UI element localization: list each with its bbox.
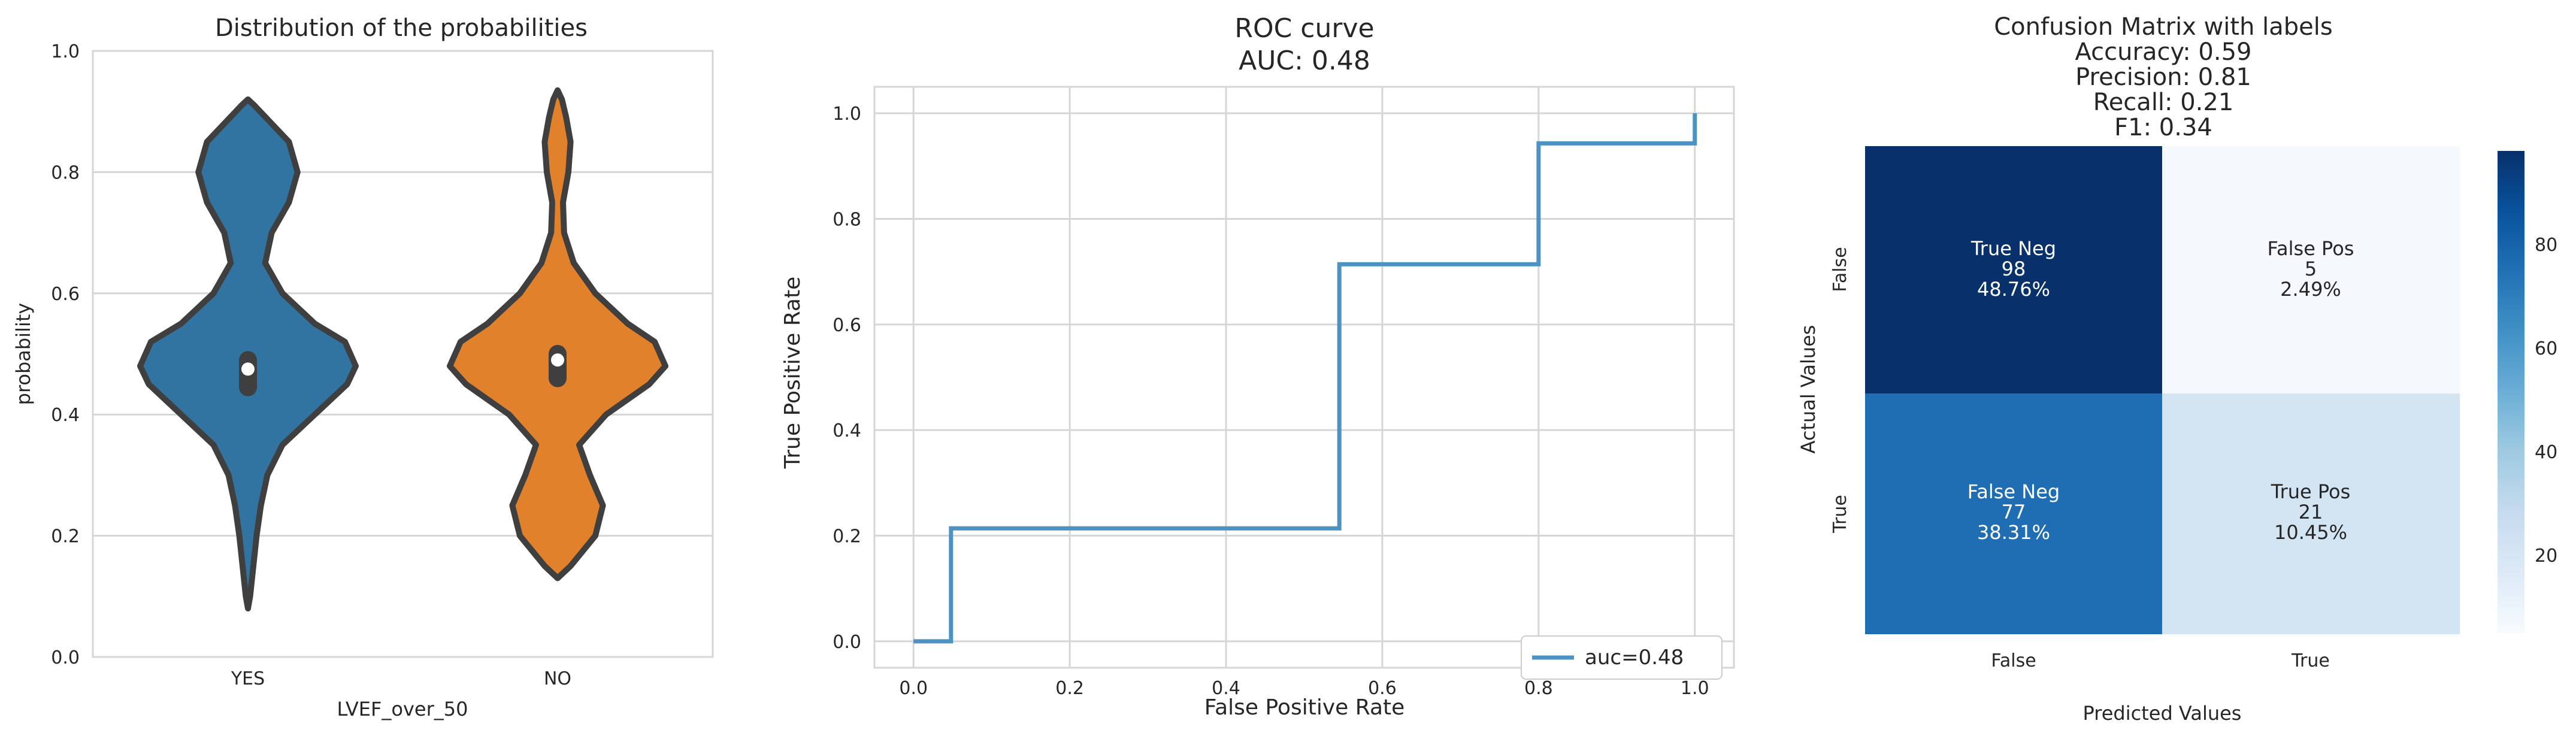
cm-xlabel: Predicted Values (2083, 702, 2242, 725)
roc-xlabel: False Positive Rate (1204, 695, 1405, 720)
roc-ytick-label: 0.6 (833, 315, 861, 336)
cm-title: Confusion Matrix with labels (1994, 13, 2333, 41)
roc-curve-line (913, 113, 1697, 644)
roc-ytick-label: 0.2 (833, 526, 861, 547)
violin-ylabel: probability (12, 303, 35, 405)
violin-body-no (447, 87, 668, 582)
cm-cell-count: 98 (2002, 258, 2026, 280)
roc-xtick-label: 0.8 (1524, 678, 1553, 699)
cm-colorbar (2498, 151, 2524, 633)
roc-legend: auc=0.48 (1521, 635, 1723, 680)
violin-median-dot (551, 353, 564, 367)
roc-legend-label: auc=0.48 (1585, 646, 1684, 670)
violin-ytick-label: 0.4 (51, 405, 80, 426)
roc-xtick-label: 0.6 (1368, 678, 1397, 699)
violin-xtick-yes: YES (231, 668, 265, 689)
violin-shapes (137, 87, 668, 612)
roc-xtick-label: 1.0 (1681, 678, 1709, 699)
cm-colorbar-tick-label: 40 (2535, 442, 2557, 463)
violin-median-dot (241, 362, 255, 376)
cm-precision: Precision: 0.81 (2075, 63, 2251, 91)
cm-cell-pct: 2.49% (2280, 278, 2341, 301)
cm-xtick-false: False (1991, 650, 2036, 671)
roc-subtitle: AUC: 0.48 (1239, 46, 1370, 76)
roc-title: ROC curve (1234, 13, 1374, 44)
cm-xtick-true: True (2291, 650, 2330, 671)
cm-f1: F1: 0.34 (2114, 114, 2212, 141)
roc-ytick-label: 0.8 (833, 209, 861, 230)
violin-panel: Distribution of the probabilities 0.0 0.… (12, 14, 714, 720)
cm-colorbar-tick-label: 20 (2535, 546, 2557, 567)
roc-xtick-label: 0.0 (899, 678, 928, 699)
roc-y-ticks: 0.0 0.2 0.4 0.6 0.8 1.0 (833, 104, 861, 653)
cm-cell-count: 5 (2305, 258, 2317, 280)
cm-recall: Recall: 0.21 (2093, 89, 2234, 116)
roc-ytick-label: 1.0 (833, 104, 861, 125)
cm-cell-pct: 38.31% (1977, 521, 2050, 544)
roc-xtick-label: 0.4 (1212, 678, 1240, 699)
cm-accuracy: Accuracy: 0.59 (2075, 38, 2252, 66)
confusion-panel: Confusion Matrix with labels Accuracy: 0… (1797, 13, 2557, 725)
cm-cell-true-pos (2162, 393, 2460, 634)
cm-ytick-false: False (1830, 247, 1851, 292)
cm-cell-count: 77 (2002, 501, 2026, 523)
violin-xtick-no: NO (544, 668, 571, 689)
roc-ytick-label: 0.0 (833, 632, 861, 653)
violin-ytick-label: 0.8 (51, 162, 80, 183)
roc-ylabel: True Positive Rate (780, 277, 805, 470)
cm-cell-text-true-pos: True Pos 21 10.45% (2271, 480, 2351, 544)
roc-ytick-label: 0.4 (833, 420, 861, 441)
roc-panel: ROC curve AUC: 0.48 0.0 0.2 0.4 0.6 0.8 … (780, 13, 1735, 720)
cm-cell-label: False Neg (1967, 480, 2060, 503)
cm-cell-pct: 48.76% (1977, 278, 2050, 301)
cm-cell-text-true-neg: True Neg 98 48.76% (1970, 237, 2056, 301)
violin-title: Distribution of the probabilities (215, 14, 588, 42)
cm-cell-label: True Pos (2271, 480, 2351, 503)
cm-cell-false-pos (2162, 146, 2460, 393)
cm-colorbar-tick-label: 60 (2535, 338, 2557, 359)
violin-plot-frame (92, 50, 714, 658)
cm-cell-count: 21 (2299, 501, 2323, 523)
cm-ylabel: Actual Values (1797, 325, 1820, 454)
cm-cell-false-neg (1865, 393, 2162, 634)
cm-cell-label: True Neg (1970, 237, 2056, 260)
violin-ytick-label: 1.0 (51, 41, 80, 62)
violin-ytick-label: 0.0 (51, 647, 80, 668)
roc-gridlines (874, 87, 1734, 668)
cm-colorbar-tick-label: 80 (2535, 235, 2557, 256)
cm-cell-true-neg (1865, 146, 2162, 393)
cm-cell-text-false-neg: False Neg 77 38.31% (1967, 480, 2060, 544)
roc-plot-frame (873, 86, 1735, 669)
violin-ytick-label: 0.2 (51, 526, 80, 547)
cm-cell-text-false-pos: False Pos 5 2.49% (2268, 237, 2354, 301)
roc-x-ticks: 0.0 0.2 0.4 0.6 0.8 1.0 (899, 678, 1709, 699)
violin-xlabel: LVEF_over_50 (337, 698, 468, 720)
cm-colorbar-ticks: 20 40 60 80 (2535, 235, 2557, 567)
violin-y-ticks: 0.0 0.2 0.4 0.6 0.8 1.0 (51, 41, 80, 668)
cm-ytick-true: True (1830, 495, 1851, 534)
roc-legend-box (1521, 635, 1723, 680)
roc-xtick-label: 0.2 (1055, 678, 1084, 699)
cm-cell-pct: 10.45% (2274, 521, 2347, 544)
cm-cell-label: False Pos (2268, 237, 2354, 260)
violin-ytick-label: 0.6 (51, 284, 80, 305)
